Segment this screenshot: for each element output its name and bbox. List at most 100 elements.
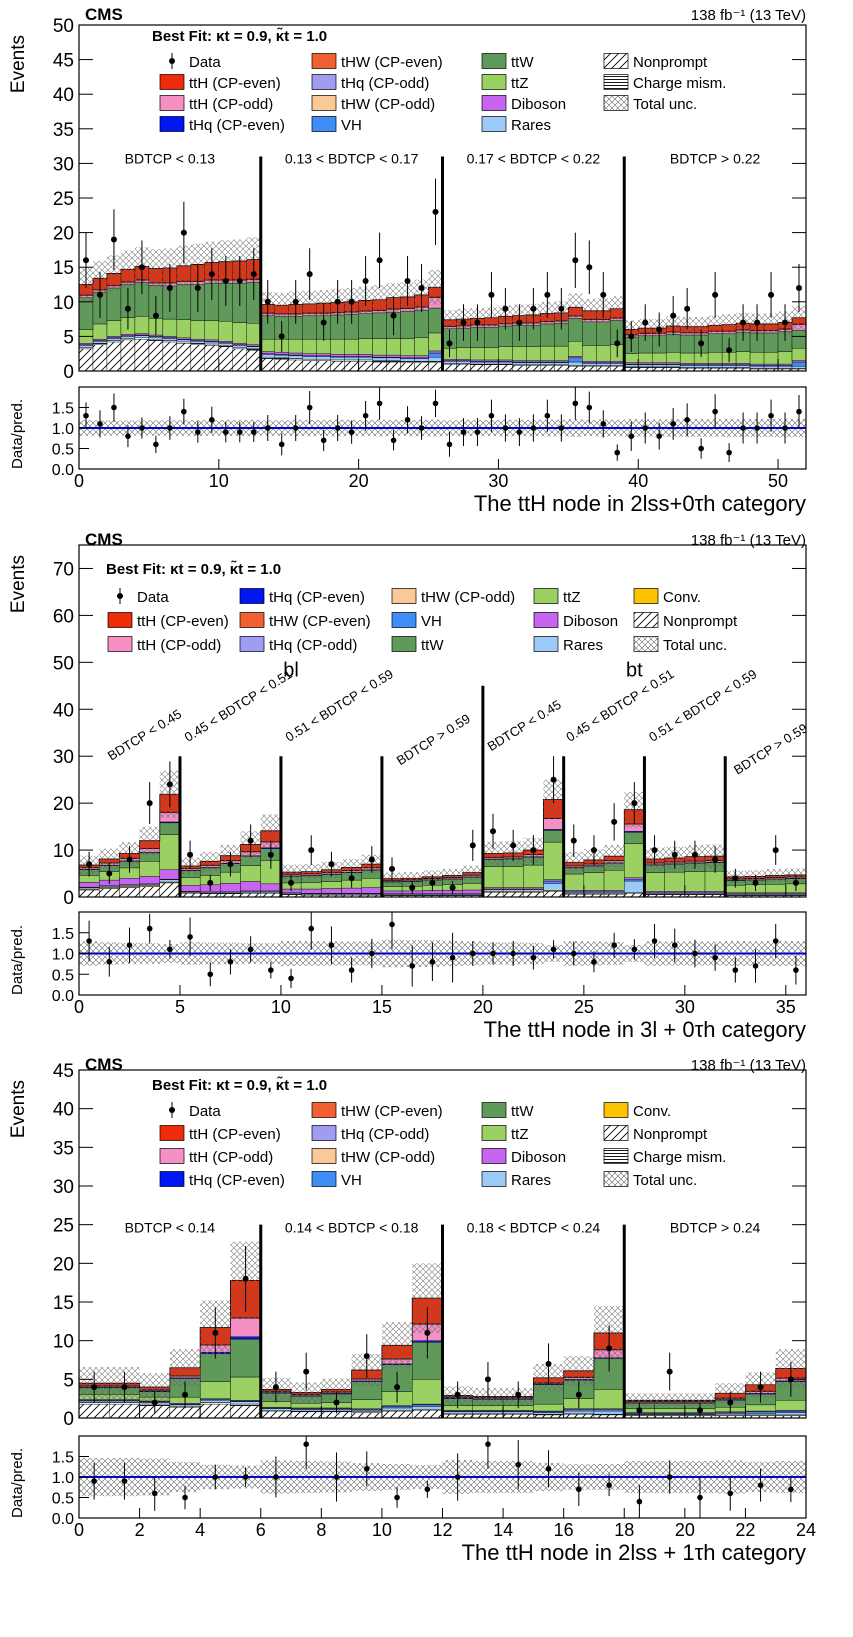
legend-entry-diboson: Diboson [481,95,566,113]
bar-nonprompt-bin-20 [482,892,504,898]
ratio-point-bin-20 [697,1494,703,1501]
bar-nonprompt-bin-38 [610,365,625,372]
ratio-point-bin-14 [515,1461,522,1468]
x-tick-label-8: 16 [554,1520,574,1540]
ratio-y-axis-label: Data/pred. [9,1448,26,1518]
bar-rares-bin-10 [218,343,233,346]
ratio-point-bin-17 [606,1482,612,1488]
uncertainty-band-bin-9 [260,814,281,848]
bar-ttz-bin-5 [230,1376,261,1401]
bar-diboson-bin-28 [644,891,665,893]
bar-ttz-bin-8 [190,320,206,340]
ratio-point-bin-22 [390,437,397,444]
bar-rares-bin-3 [120,336,136,339]
bar-nonprompt-bin-35 [568,365,583,372]
uncertainty-band-bin-11 [301,864,322,880]
bar-diboson-bin-3 [120,334,136,336]
data-point-bin-33 [544,291,551,298]
bar-rares-bin-36 [582,363,597,366]
y-tick-label-6: 60 [53,606,74,627]
ratio-point-bin-31 [516,429,523,435]
legend-swatch-nonprompt [603,1125,629,1141]
legend-swatch-thq_even [159,116,185,132]
bar-rares-bin-49 [763,365,779,369]
legend-entry-thq_odd: tHq (CP-odd) [311,1125,429,1143]
y-tick-label-2: 10 [53,293,74,314]
legend-swatch-thw_even [311,1102,337,1118]
bar-rares-bin-14 [502,1411,534,1414]
ratio-point-bin-6 [273,1474,279,1480]
legend-entry-thw_even: tHW (CP-even) [239,612,371,630]
legend-label-totalunc: Total unc. [633,96,697,113]
bar-ttz-bin-18 [330,338,345,355]
bar-nonprompt-bin-13 [260,358,275,372]
ratio-point-bin-10 [222,429,229,435]
x-tick-label-4: 8 [316,1520,326,1540]
bar-diboson-bin-15 [288,352,303,356]
bar-chargemis-bin-2 [106,340,122,343]
bar-ttz-bin-34 [765,884,787,893]
ratio-point-bin-32 [732,967,739,973]
bar-rares-bin-21 [714,1413,746,1416]
region-label-7: BDTCP > 0.59 [731,720,810,777]
bar-diboson-bin-14 [361,887,383,894]
data-point-bin-19 [666,1368,673,1375]
bar-diboson-bin-27 [624,877,645,880]
bar-rares-bin-4 [159,879,181,883]
data-point-bin-5 [187,851,194,858]
ratio-point-bin-9 [268,967,274,973]
data-point-bin-22 [390,312,397,319]
bar-chargemis-bin-10 [218,345,233,347]
bar-diboson-bin-19 [462,889,484,894]
ratio-point-bin-28 [474,429,481,435]
bar-nonprompt-bin-4 [134,338,150,372]
x-axis-label: The ttH node in 3l + 0τh category [484,1017,806,1042]
region-label-1: 0.45 < BDTCP < 0.51 [182,666,295,744]
bar-diboson-bin-35 [568,356,583,359]
bar-nonprompt-bin-15 [288,359,303,372]
data-point-bin-24 [570,837,577,844]
ratio-point-bin-30 [502,425,509,431]
bar-nonprompt-bin-16 [302,360,317,372]
legend-swatch-thq_odd [239,636,265,652]
data-point-bin-31 [712,856,719,863]
bar-rares-bin-11 [412,1406,443,1410]
data-point-bin-41 [656,326,663,333]
legend-swatch-thq_even [159,1171,185,1187]
bar-diboson-bin-7 [176,337,192,340]
bar-chargemis-bin-12 [246,348,261,351]
data-point-bin-30 [691,851,698,858]
bar-rares-bin-23 [400,358,415,362]
x-tick-label-5: 25 [574,997,594,1017]
bar-diboson-bin-6 [162,336,178,338]
legend-entry-ttw: ttW [481,53,534,71]
bar-ttz-bin-22 [523,864,544,888]
bar-ttz-bin-30 [498,346,513,361]
data-point-bin-17 [606,1345,613,1352]
ratio-point-bin-24 [570,950,577,957]
data-point-bin-6 [166,284,173,291]
bar-rares-bin-15 [288,355,303,359]
bar-ttz-bin-4 [199,1381,231,1399]
bar-rares-bin-22 [523,889,544,892]
data-point-bin-37 [600,291,607,298]
data-point-bin-0 [82,257,89,264]
ratio-point-bin-36 [586,404,593,411]
data-point-bin-35 [572,257,579,264]
bar-chargemis-bin-4 [134,337,150,340]
bar-ttw-bin-23 [543,830,564,843]
bar-nonprompt-bin-19 [344,361,359,372]
ratio-point-bin-2 [111,404,117,411]
ratio-point-bin-7 [181,408,187,415]
data-point-bin-34 [558,305,565,312]
x-tick-label-11: 22 [735,1520,755,1540]
legend-label-thw_odd: tHW (CP-odd) [421,589,515,606]
bar-ttz-bin-11 [412,1379,443,1405]
bar-rares-bin-30 [498,361,513,365]
bar-rares-bin-8 [190,341,206,344]
cms-label: CMS [85,5,123,24]
data-point-bin-15 [389,865,396,872]
bar-rares-bin-26 [603,892,625,894]
bar-ttw-bin-24 [414,309,429,338]
bar-nonprompt-bin-7 [176,343,192,372]
